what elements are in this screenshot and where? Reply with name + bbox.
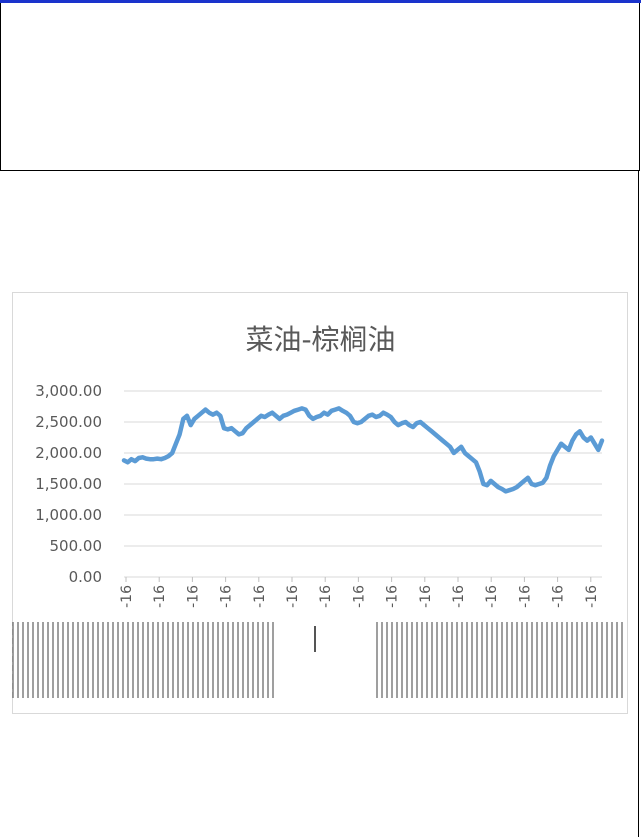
x-tick-label: -16 <box>351 585 367 608</box>
y-tick-label: 3,000.00 <box>35 382 102 400</box>
x-tick-label: -16 <box>119 585 135 608</box>
x-tick-label: -16 <box>584 585 600 608</box>
series-layer <box>121 406 605 494</box>
x-tick-label: -16 <box>451 585 467 608</box>
x-axis-ticks <box>124 576 602 582</box>
axis-fragment <box>314 626 316 652</box>
right-border-line <box>638 170 639 837</box>
x-tick-label: -16 <box>219 585 235 608</box>
y-tick-label: 1,000.00 <box>35 506 102 524</box>
y-tick-label: 500.00 <box>50 537 103 555</box>
corrupted-label-region-right <box>376 622 626 698</box>
y-tick-label: 2,000.00 <box>35 444 102 462</box>
chart-title: 菜油-棕榈油 <box>245 323 396 356</box>
x-tick-label: -16 <box>185 585 201 608</box>
corrupted-label-region-left <box>12 622 274 698</box>
x-tick-label: -16 <box>285 585 301 608</box>
series-line <box>121 406 605 494</box>
x-tick-label: -16 <box>252 585 268 608</box>
y-tick-label: 0.00 <box>69 568 102 586</box>
x-tick-label: -16 <box>418 585 434 608</box>
header-frame <box>0 3 640 171</box>
x-tick-label: -16 <box>551 585 567 608</box>
x-axis-labels: -16 -16 -16 -16 -16 -16 -16 -16 -16 -16 -16 -16 -16 -… <box>119 585 600 608</box>
y-tick-label: 1,500.00 <box>35 475 102 493</box>
x-tick-label: -16 <box>385 585 401 608</box>
x-tick-label: -16 <box>152 585 168 608</box>
x-tick-label: -16 <box>517 585 533 608</box>
x-tick-label: -16 <box>484 585 500 608</box>
x-tick-label: -16 <box>318 585 334 608</box>
top-border-bar <box>0 0 641 3</box>
y-tick-label: 2,500.00 <box>35 413 102 431</box>
y-axis-labels: 3,000.00 2,500.00 2,000.00 1,500.00 1,000.00… <box>35 382 102 586</box>
